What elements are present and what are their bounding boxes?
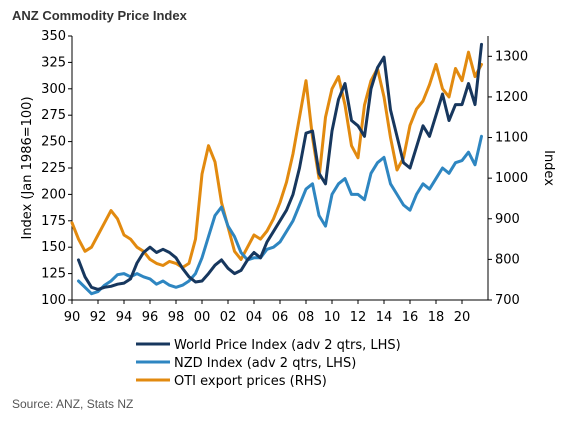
x-tick-label: 02	[220, 310, 237, 325]
left-tick-label: 125	[41, 267, 66, 282]
series-line-1	[77, 134, 483, 296]
series-line-0	[77, 42, 483, 291]
x-tick-label: 14	[376, 310, 393, 325]
plot-area	[71, 36, 489, 301]
right-tick-label: 1000	[495, 171, 528, 186]
left-tick-label: 150	[41, 240, 66, 255]
left-tick-label: 100	[41, 293, 66, 308]
right-tick-label: 900	[495, 212, 520, 227]
y2-axis-label: Index	[541, 150, 556, 186]
right-tick-label: 700	[495, 293, 520, 308]
x-tick-label: 96	[142, 310, 159, 325]
right-tick-label: 1200	[495, 90, 528, 105]
x-tick-label: 20	[454, 310, 471, 325]
left-tick-label: 300	[41, 82, 66, 97]
legend-label: OTI export prices (RHS)	[174, 374, 327, 389]
x-tick-label: 18	[428, 310, 445, 325]
x-tick-label: 98	[168, 310, 185, 325]
x-tick-label: 10	[324, 310, 341, 325]
series-lines	[70, 42, 483, 296]
x-tick-label: 00	[194, 310, 211, 325]
x-tick-label: 92	[90, 310, 107, 325]
legend-label: World Price Index (adv 2 qtrs, LHS)	[174, 338, 401, 353]
x-tick-label: 90	[64, 310, 81, 325]
source-note: Source: ANZ, Stats NZ	[12, 397, 133, 411]
right-axis-ticks: 700 800 900 1000 1100 1200 1300	[488, 49, 528, 308]
left-tick-label: 275	[41, 108, 66, 123]
y-axis-label: Index (Jan 1986=100)	[20, 96, 35, 239]
left-tick-label: 250	[41, 135, 66, 150]
left-tick-label: 225	[41, 161, 66, 176]
x-tick-label: 12	[350, 310, 367, 325]
x-axis-ticks: 90 92 94 96 98 00 02 04 06 08 10 12 14 16 18 20	[64, 300, 471, 325]
legend: World Price Index (adv 2 qtrs, LHS) NZD I…	[136, 338, 401, 389]
x-tick-label: 16	[402, 310, 419, 325]
x-tick-label: 08	[298, 310, 315, 325]
x-tick-label: 04	[246, 310, 263, 325]
right-tick-label: 800	[495, 252, 520, 267]
left-tick-label: 200	[41, 187, 66, 202]
left-tick-label: 325	[41, 55, 66, 70]
x-tick-label: 94	[116, 310, 133, 325]
left-tick-label: 175	[41, 214, 66, 229]
right-tick-label: 1300	[495, 49, 528, 64]
left-tick-label: 350	[41, 29, 66, 44]
right-tick-label: 1100	[495, 131, 528, 146]
chart-title: ANZ Commodity Price Index	[12, 8, 188, 23]
left-axis-ticks: 100 125 150 175 200 225 250 275 300 325 350	[41, 29, 72, 308]
legend-label: NZD Index (adv 2 qtrs, LHS)	[174, 356, 356, 371]
x-tick-label: 06	[272, 310, 289, 325]
series-line-2	[70, 50, 483, 269]
